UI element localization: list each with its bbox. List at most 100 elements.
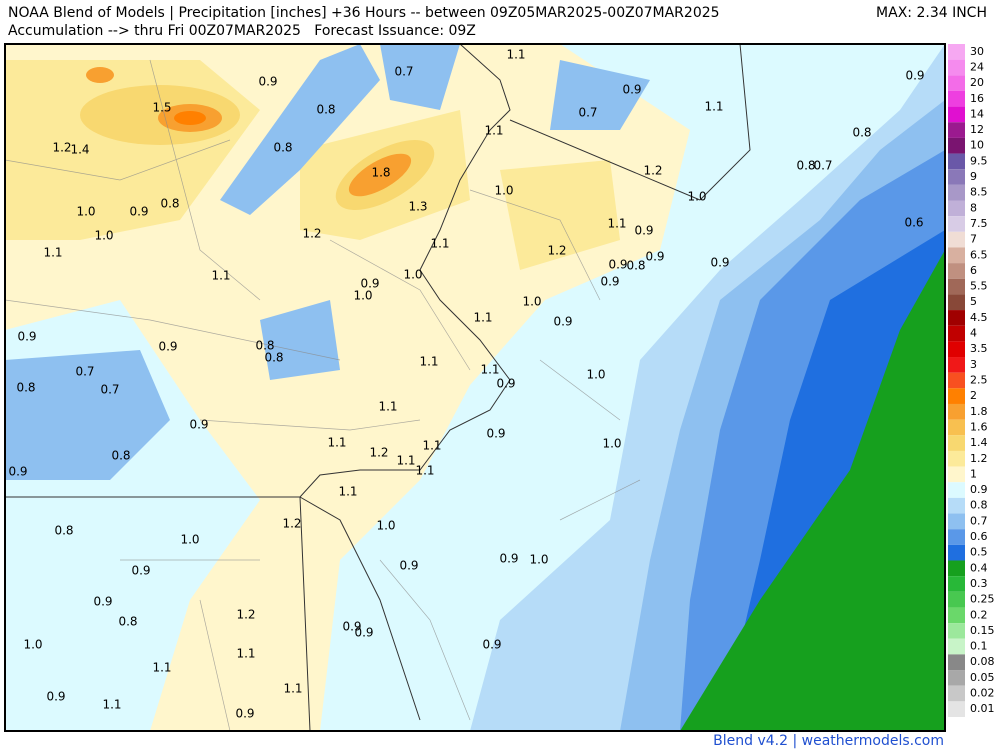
point-label: 0.9 — [645, 250, 664, 264]
legend-label: 3 — [970, 358, 977, 371]
point-label: 0.9 — [499, 552, 518, 566]
legend-label: 1.8 — [970, 405, 988, 418]
legend-swatch — [948, 325, 965, 342]
legend-swatch — [948, 544, 965, 561]
point-label: 0.8 — [255, 339, 274, 353]
precip-07 — [220, 44, 380, 215]
point-label: 1.0 — [602, 437, 621, 451]
legend-swatch — [948, 106, 965, 123]
legend-label: 6.5 — [970, 248, 988, 261]
point-label: 1.1 — [422, 439, 441, 453]
point-label: 0.9 — [258, 75, 277, 89]
point-label: 1.1 — [704, 100, 723, 114]
point-label: 1.2 — [369, 446, 388, 460]
legend: 302420161412109.598.587.576.565.554.543.… — [948, 44, 995, 717]
point-label: 0.8 — [796, 159, 815, 173]
point-label: 0.9 — [482, 638, 501, 652]
point-label: 1.2 — [302, 227, 321, 241]
point-label: 0.9 — [46, 690, 65, 704]
precip-04 — [680, 250, 945, 731]
point-label: 1.5 — [152, 101, 171, 115]
legend-swatch — [948, 357, 965, 373]
point-label: 1.1 — [415, 464, 434, 478]
legend-swatch — [948, 529, 965, 545]
point-label: 0.8 — [16, 381, 35, 395]
legend-swatch — [948, 466, 965, 483]
point-label: 0.8 — [626, 259, 645, 273]
legend-label: 1.4 — [970, 436, 988, 449]
point-label: 1.0 — [687, 190, 706, 204]
legend-label: 9 — [970, 170, 977, 183]
map — [4, 43, 946, 732]
point-label: 1.1 — [327, 436, 346, 450]
legend-label: 10 — [970, 139, 984, 152]
legend-label: 0.8 — [970, 499, 988, 512]
point-label: 0.8 — [54, 524, 73, 538]
legend-label: 8.5 — [970, 186, 988, 199]
legend-swatch — [948, 341, 965, 358]
point-label: 0.7 — [394, 65, 413, 79]
point-label: 1.1 — [338, 485, 357, 499]
point-label: 0.8 — [316, 103, 335, 117]
point-label: 0.9 — [93, 595, 112, 609]
legend-label: 0.08 — [970, 655, 995, 668]
precip-07 — [5, 300, 340, 480]
legend-label: 0.01 — [970, 702, 995, 715]
point-label: 0.9 — [399, 559, 418, 573]
precip-18 — [86, 67, 114, 83]
legend-label: 7 — [970, 233, 977, 246]
legend-swatch — [948, 388, 965, 404]
legend-swatch — [948, 44, 965, 60]
legend-swatch — [948, 216, 965, 232]
point-label: 1.1 — [480, 363, 499, 377]
point-label: 0.8 — [264, 351, 283, 365]
legend-swatch — [948, 482, 965, 498]
legend-label: 4 — [970, 327, 977, 340]
state-lines — [5, 44, 751, 731]
legend-label: 0.5 — [970, 546, 988, 559]
point-label: 0.7 — [578, 106, 597, 120]
legend-label: 0.4 — [970, 561, 988, 574]
legend-swatch — [948, 685, 965, 702]
point-label: 1.1 — [419, 355, 438, 369]
point-label: 1.0 — [529, 553, 548, 567]
legend-label: 8 — [970, 201, 977, 214]
legend-swatch — [948, 419, 965, 436]
legend-label: 2 — [970, 389, 977, 402]
legend-label: 2.5 — [970, 374, 988, 387]
legend-swatch — [948, 310, 965, 326]
legend-swatch — [948, 137, 965, 154]
legend-swatch — [948, 90, 965, 107]
point-label: 1.0 — [23, 638, 42, 652]
legend-label: 0.05 — [970, 671, 995, 684]
point-label: 0.9 — [235, 707, 254, 721]
point-label: 0.9 — [710, 256, 729, 270]
legend-swatch — [948, 623, 965, 639]
point-label: 1.8 — [371, 166, 390, 180]
legend-swatch — [948, 450, 965, 467]
legend-swatch — [948, 576, 965, 592]
legend-label: 3.5 — [970, 342, 988, 355]
point-label: 0.9 — [905, 69, 924, 83]
legend-label: 9.5 — [970, 154, 988, 167]
legend-swatch — [948, 200, 965, 217]
point-label: 0.8 — [118, 615, 137, 629]
legend-label: 0.1 — [970, 640, 988, 653]
precip-18 — [348, 153, 412, 197]
legend-label: 6 — [970, 264, 977, 277]
point-label: 1.0 — [94, 229, 113, 243]
legend-swatch — [948, 122, 965, 138]
point-label: 1.1 — [283, 682, 302, 696]
point-label: 1.0 — [494, 184, 513, 198]
point-label: 1.2 — [643, 164, 662, 178]
legend-label: 1.2 — [970, 452, 988, 465]
point-label: 1.2 — [282, 517, 301, 531]
title: NOAA Blend of Models | Precipitation [in… — [8, 5, 720, 21]
map-frame — [4, 43, 946, 732]
point-label: 0.9 — [158, 340, 177, 354]
legend-label: 20 — [970, 76, 984, 89]
point-label: 0.8 — [273, 141, 292, 155]
legend-label: 0.25 — [970, 593, 995, 606]
point-label: 0.9 — [608, 258, 627, 272]
point-label: 1.0 — [353, 289, 372, 303]
